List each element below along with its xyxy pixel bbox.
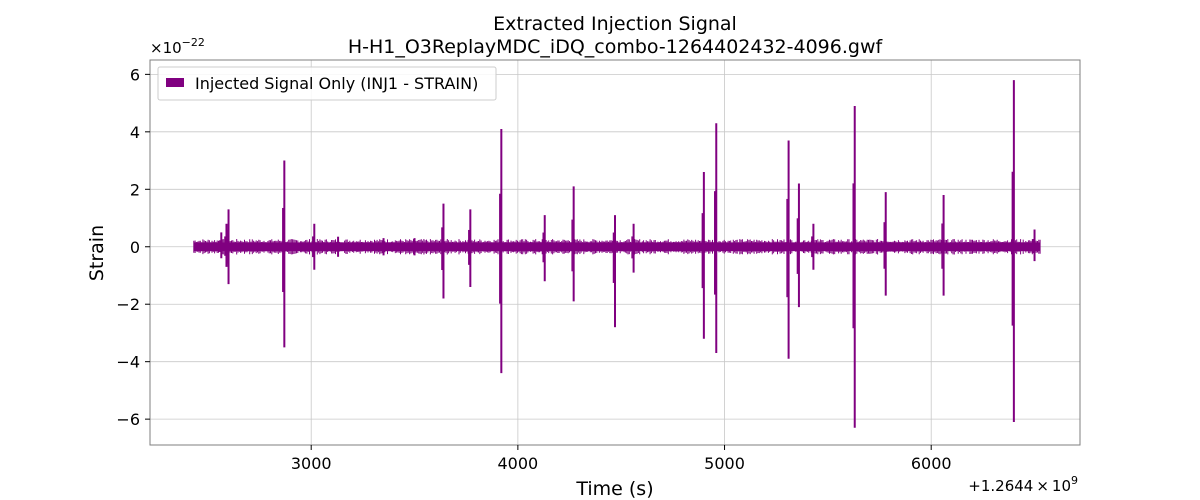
y-scale-label: ×10−22	[150, 36, 205, 57]
y-axis: −6 −4 −2 0 2 4 6	[116, 65, 150, 429]
series-layer	[193, 80, 1041, 428]
x-axis: 3000 4000 5000 6000	[291, 445, 952, 473]
x-tick-label: 3000	[291, 454, 332, 473]
legend: Injected Signal Only (INJ1 - STRAIN)	[157, 66, 497, 101]
legend-box	[157, 66, 497, 101]
x-axis-label: Time (s)	[575, 478, 653, 500]
x-offset-label: +1.2644 × 109	[968, 474, 1078, 495]
y-tick-label: −4	[116, 353, 140, 372]
x-tick-label: 4000	[498, 454, 539, 473]
plot-frame	[149, 59, 1081, 446]
y-tick-label: −6	[116, 410, 140, 429]
y-tick-label: 2	[130, 180, 140, 199]
y-tick-label: −2	[116, 295, 140, 314]
y-tick-label: 4	[130, 123, 140, 142]
x-tick-label: 5000	[704, 454, 745, 473]
chart-title: Extracted Injection Signal	[493, 13, 737, 35]
y-tick-label: 6	[130, 65, 140, 84]
y-tick-label: 0	[130, 238, 140, 257]
x-tick-label: 6000	[911, 454, 952, 473]
chart-subtitle: H-H1_O3ReplayMDC_iDQ_combo-1264402432-40…	[348, 36, 884, 58]
legend-swatch	[166, 78, 184, 87]
legend-entry: Injected Signal Only (INJ1 - STRAIN)	[195, 74, 478, 93]
y-axis-label: Strain	[86, 225, 108, 281]
series-baseline-band	[193, 242, 1041, 252]
